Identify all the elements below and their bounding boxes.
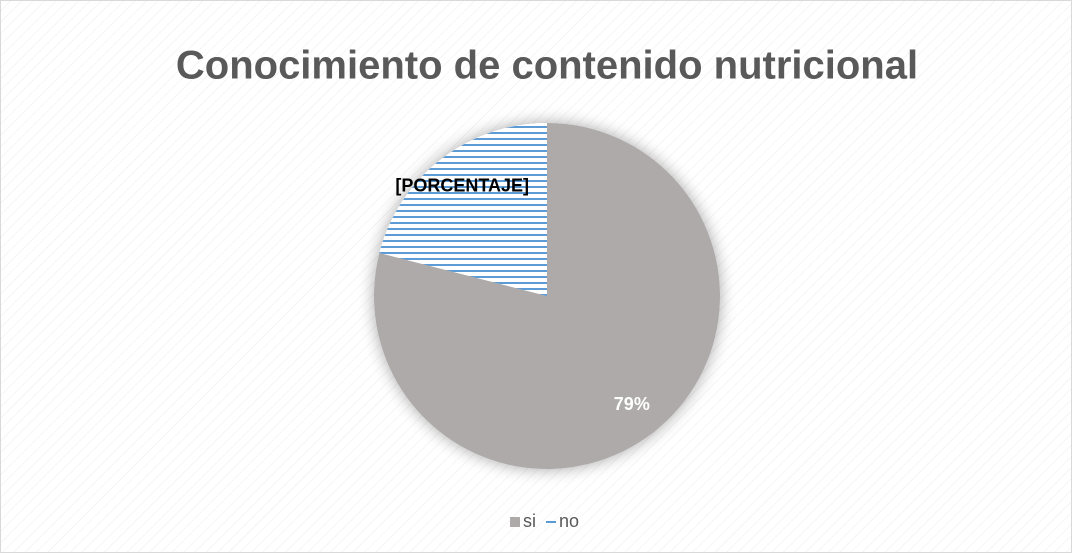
legend-label: si bbox=[523, 511, 536, 531]
legend-swatch bbox=[510, 517, 520, 527]
labels: 79% [PORCENTAJE] bbox=[395, 175, 650, 414]
pie-slice bbox=[379, 123, 547, 296]
legend-label: no bbox=[559, 511, 579, 531]
legend: si no bbox=[510, 511, 579, 531]
chart-title: Conocimiento de contenido nutricional bbox=[176, 44, 918, 88]
data-label: 79% bbox=[614, 394, 650, 414]
legend-swatch bbox=[546, 521, 556, 523]
data-label: [PORCENTAJE] bbox=[395, 175, 529, 195]
pie bbox=[373, 123, 720, 469]
